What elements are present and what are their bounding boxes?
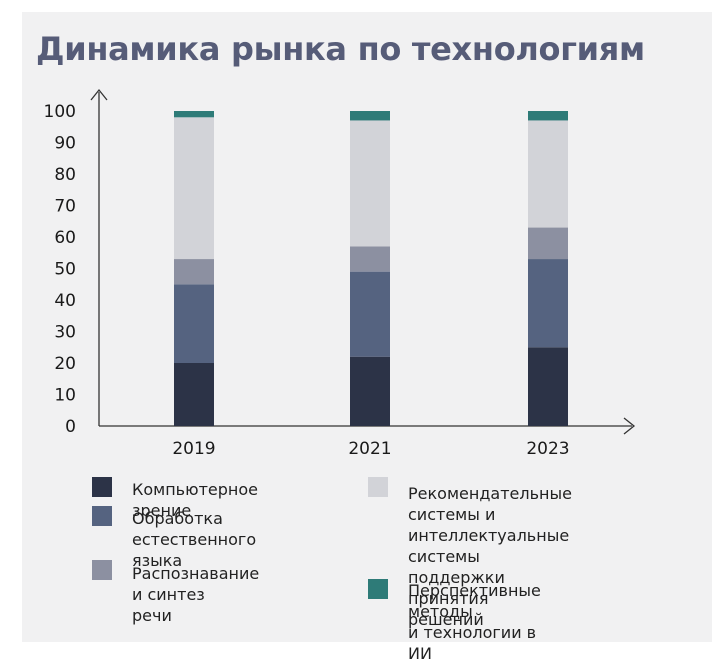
y-tick-labels: 0 10 20 30 40 50 60 70 80 90 100	[44, 102, 76, 437]
legend-swatch	[368, 579, 388, 599]
bar-segment-2019-series-3	[174, 259, 214, 285]
bar-segment-2021-series-4	[350, 120, 390, 247]
bar-segment-2023-series-2	[528, 259, 568, 348]
bar-segment-2019-series-1	[174, 363, 214, 426]
bar-segment-2021-series-2	[350, 271, 390, 357]
y-tick-label: 100	[44, 102, 76, 122]
legend-label: Перспективные методы и технологии в ИИ	[408, 581, 541, 663]
y-tick-label: 20	[54, 354, 76, 374]
y-tick-label: 50	[54, 260, 76, 280]
y-tick-label: 90	[54, 134, 76, 154]
bar-segment-2019-series-2	[174, 284, 214, 363]
legend-label: Обработка естественного языка	[132, 509, 257, 570]
x-tick-label: 2019	[172, 439, 215, 459]
bar-segment-2019-series-5	[174, 111, 214, 118]
bar-segment-2023-series-3	[528, 227, 568, 260]
legend-label: Рекомендательные системы и интеллектуаль…	[408, 484, 572, 629]
legend-swatch	[92, 506, 112, 526]
legend-label: Распознавание и синтез речи	[132, 564, 260, 625]
bar-segment-2021-series-3	[350, 246, 390, 272]
y-tick-label: 40	[54, 291, 76, 311]
legend-swatch	[92, 560, 112, 580]
chart-title: Динамика рынка по технологиям	[36, 30, 645, 68]
x-tick-label: 2023	[526, 439, 569, 459]
y-tick-label: 80	[54, 165, 76, 185]
legend-swatch	[92, 477, 112, 497]
bar-segment-2023-series-1	[528, 347, 568, 426]
y-tick-label: 70	[54, 197, 76, 217]
bars	[174, 111, 568, 426]
bar-segment-2023-series-5	[528, 111, 568, 121]
legend-swatch	[368, 477, 388, 497]
bar-segment-2021-series-5	[350, 111, 390, 121]
y-tick-label: 60	[54, 228, 76, 248]
y-axis-arrow	[90, 88, 108, 101]
x-tick-label: 2021	[348, 439, 391, 459]
y-tick-label: 30	[54, 323, 76, 343]
y-tick-label: 10	[54, 386, 76, 406]
x-tick-labels: 2019 2021 2023	[172, 439, 569, 459]
bar-segment-2023-series-4	[528, 120, 568, 228]
y-tick-label: 0	[65, 417, 76, 437]
bar-segment-2021-series-1	[350, 356, 390, 426]
legend-label: Компьютерное зрение	[132, 480, 258, 520]
x-axis-arrow	[623, 417, 636, 435]
bar-segment-2019-series-4	[174, 117, 214, 260]
